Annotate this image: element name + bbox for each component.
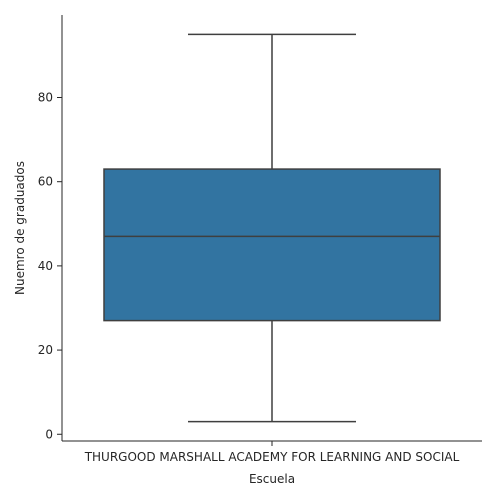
y-tick-label: 40: [38, 259, 53, 273]
boxes: [103, 33, 441, 423]
x-axis-label: Escuela: [249, 472, 295, 486]
y-tick-label: 80: [38, 91, 53, 105]
x-tick-label: THURGOOD MARSHALL ACADEMY FOR LEARNING A…: [84, 450, 460, 464]
y-tick-label: 60: [38, 175, 53, 189]
y-tick-label: 0: [45, 427, 53, 441]
x-axis-ticks: THURGOOD MARSHALL ACADEMY FOR LEARNING A…: [84, 441, 460, 464]
box-group: [103, 33, 441, 423]
y-axis-ticks: 0 20 40 60 80: [38, 91, 62, 441]
plot-area: 0 20 40 60 80 THURGOOD MARSHALL ACADEMY FOR …: [38, 15, 482, 464]
y-axis-label: Nuemro de graduados: [13, 161, 27, 295]
iqr-box: [103, 168, 441, 322]
y-tick-label: 20: [38, 343, 53, 357]
